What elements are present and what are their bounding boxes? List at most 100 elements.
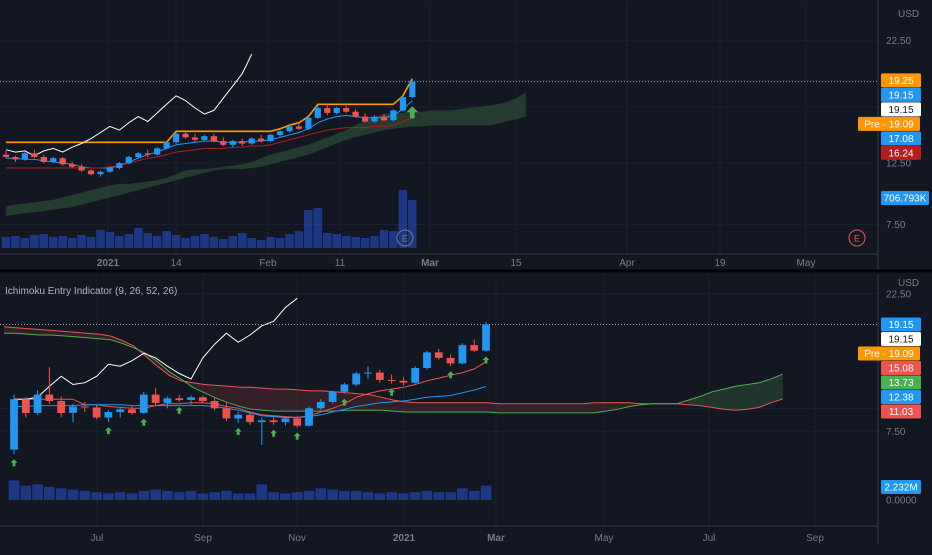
candle[interactable] [201, 136, 208, 140]
candle[interactable] [21, 153, 28, 160]
volume-bar[interactable] [67, 238, 77, 248]
volume-bar[interactable] [332, 234, 342, 248]
candle[interactable] [80, 406, 89, 408]
volume-bar[interactable] [209, 237, 219, 248]
candle[interactable] [380, 116, 388, 121]
candle[interactable] [458, 345, 467, 364]
earnings-marker-icon[interactable] [396, 229, 414, 247]
volume-bar[interactable] [8, 480, 20, 501]
volume-bar[interactable] [386, 492, 397, 500]
candle[interactable] [10, 399, 18, 450]
volume-bar[interactable] [162, 490, 173, 500]
candle[interactable] [135, 153, 142, 157]
candle[interactable] [87, 170, 95, 175]
volume-bar[interactable] [58, 236, 67, 248]
candle[interactable] [399, 380, 408, 383]
candle[interactable] [59, 158, 66, 165]
candle[interactable] [364, 372, 372, 374]
candle[interactable] [258, 138, 265, 141]
volume-bar[interactable] [339, 490, 350, 500]
indicator-line[interactable] [6, 117, 413, 169]
volume-bar[interactable] [379, 230, 389, 248]
candle[interactable] [470, 345, 479, 351]
candle[interactable] [40, 157, 47, 162]
candle[interactable] [328, 391, 337, 402]
volume-bar[interactable] [67, 489, 79, 500]
candle[interactable] [210, 401, 219, 409]
volume-bar[interactable] [285, 234, 294, 248]
volume-bar[interactable] [126, 493, 138, 501]
volume-bar[interactable] [49, 237, 58, 248]
volume-bar[interactable] [181, 238, 190, 248]
indicator-line[interactable] [6, 78, 414, 144]
volume-bar[interactable] [398, 493, 409, 501]
volume-bar[interactable] [143, 233, 153, 248]
candle[interactable] [248, 138, 255, 144]
volume-bar[interactable] [408, 200, 417, 248]
volume-bar[interactable] [79, 490, 91, 500]
candle[interactable] [154, 148, 161, 155]
volume-bar[interactable] [244, 493, 256, 501]
volume-bar[interactable] [370, 236, 379, 248]
volume-bar[interactable] [266, 237, 275, 248]
volume-bar[interactable] [86, 237, 96, 248]
volume-bar[interactable] [315, 488, 327, 500]
candle[interactable] [411, 368, 420, 383]
volume-bar[interactable] [468, 490, 480, 500]
volume-bar[interactable] [313, 208, 323, 248]
volume-bar[interactable] [256, 484, 268, 500]
price-badge[interactable] [881, 375, 921, 390]
candle[interactable] [198, 397, 207, 401]
volume-bar[interactable] [275, 238, 285, 248]
earnings-marker-icon[interactable] [848, 229, 866, 247]
volume-bar[interactable] [190, 236, 200, 248]
volume-bar[interactable] [304, 210, 313, 248]
candle[interactable] [163, 398, 172, 403]
candle[interactable] [446, 357, 455, 364]
candle[interactable] [324, 108, 331, 113]
candle[interactable] [316, 401, 325, 409]
candle[interactable] [97, 171, 104, 175]
candle[interactable] [125, 157, 132, 164]
volume-bar[interactable] [341, 236, 351, 248]
volume-bar[interactable] [91, 492, 102, 500]
candle[interactable] [2, 154, 10, 157]
candle[interactable] [139, 394, 148, 413]
candle[interactable] [229, 141, 236, 145]
candle[interactable] [482, 324, 490, 351]
volume-bar[interactable] [221, 490, 232, 500]
volume-bar[interactable] [350, 490, 362, 500]
volume-bar[interactable] [197, 493, 209, 501]
volume-bar[interactable] [238, 233, 247, 248]
volume-bar[interactable] [138, 490, 150, 500]
candle[interactable] [128, 409, 136, 413]
volume-bar[interactable] [294, 231, 304, 248]
volume-bar[interactable] [96, 230, 105, 248]
volume-bar[interactable] [134, 228, 143, 248]
price-badge[interactable] [881, 480, 921, 494]
candle[interactable] [269, 420, 278, 423]
price-badge[interactable] [881, 102, 921, 117]
volume-bar[interactable] [20, 485, 32, 500]
volume-bar[interactable] [77, 235, 86, 248]
candle[interactable] [423, 352, 431, 368]
candle[interactable] [281, 418, 290, 423]
candle[interactable] [352, 111, 359, 117]
candle[interactable] [45, 394, 54, 401]
candle[interactable] [191, 137, 199, 140]
volume-bar[interactable] [445, 492, 456, 500]
candle[interactable] [220, 141, 227, 145]
candle[interactable] [69, 164, 76, 167]
candle[interactable] [234, 414, 243, 419]
volume-bar[interactable] [185, 490, 197, 500]
volume-bar[interactable] [103, 493, 114, 501]
candle[interactable] [276, 131, 284, 135]
volume-bar[interactable] [114, 492, 126, 500]
volume-bar[interactable] [232, 493, 244, 501]
volume-bar[interactable] [389, 231, 398, 248]
volume-bar[interactable] [457, 488, 468, 500]
candle[interactable] [69, 406, 77, 413]
candle[interactable] [151, 394, 160, 403]
candle[interactable] [50, 158, 57, 162]
volume-bar[interactable] [152, 236, 162, 248]
